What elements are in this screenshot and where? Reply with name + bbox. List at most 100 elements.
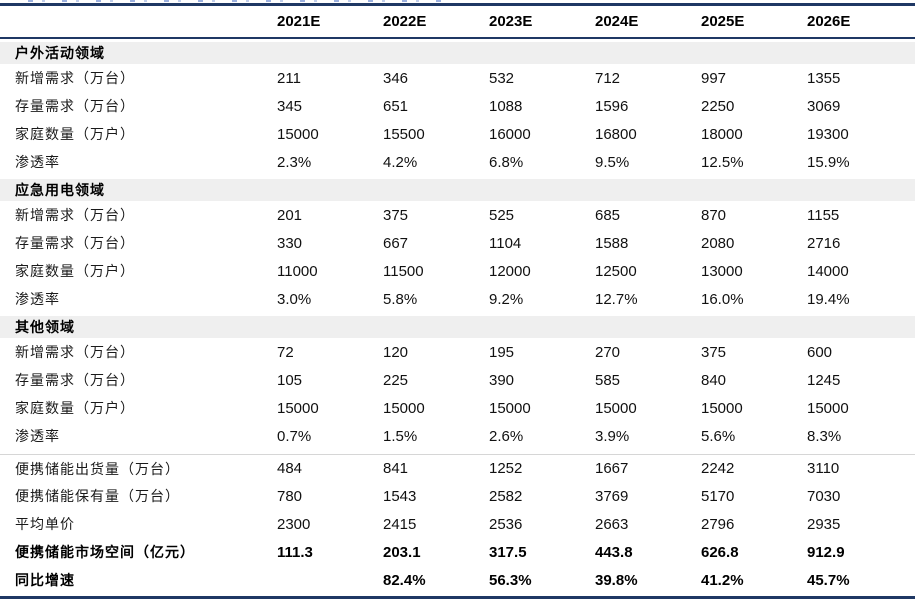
cell: 16800 (595, 125, 637, 143)
summary-metric-row: 便携储能保有量（万台） 780 1543 2582 3769 5170 7030 (0, 482, 915, 510)
cell: 56.3% (489, 571, 532, 589)
cell: 7030 (807, 487, 841, 505)
summary-metric-row: 平均单价 2300 2415 2536 2663 2796 2935 (0, 510, 915, 538)
cell: 11500 (383, 262, 424, 280)
metric-label: 存量需求（万台） (15, 98, 135, 114)
section-title: 其他领域 (15, 319, 75, 335)
cell: 317.5 (489, 543, 527, 561)
summary-label: 便携储能保有量（万台） (15, 488, 180, 504)
cell: 2242 (701, 460, 735, 477)
year-column-header: 2022E (383, 13, 427, 30)
metric-row: 存量需求（万台） 345 651 1088 1596 2250 3069 (0, 92, 915, 120)
summary-label: 便携储能出货量（万台） (15, 460, 180, 477)
section-title: 应急用电领域 (15, 182, 105, 198)
metric-label: 渗透率 (15, 291, 60, 307)
cell: 13000 (701, 262, 743, 280)
section-title: 户外活动领域 (15, 45, 105, 61)
metric-row: 新增需求（万台） 201 375 525 685 870 1155 (0, 201, 915, 229)
cell: 585 (595, 371, 621, 389)
summary-metric-row: 便携储能出货量（万台） 484 841 1252 1667 2242 3110 (0, 454, 915, 482)
cell: 5170 (701, 487, 735, 505)
cell: 270 (595, 343, 621, 361)
cell: 390 (489, 371, 515, 389)
cell: 3.0% (277, 290, 312, 308)
cell: 2.6% (489, 427, 524, 445)
cell: 15000 (807, 399, 849, 417)
cell: 2796 (701, 515, 735, 533)
year-column-header: 2025E (701, 13, 745, 30)
cell: 1543 (383, 487, 417, 505)
cell: 2.3% (277, 153, 312, 171)
cell: 780 (277, 487, 303, 505)
cell: 651 (383, 97, 409, 115)
cell: 443.8 (595, 543, 633, 561)
cell: 5.8% (383, 290, 418, 308)
cell: 9.5% (595, 153, 630, 171)
table-top-rule (0, 3, 915, 6)
cell: 870 (701, 206, 727, 224)
metric-row: 家庭数量（万户） 15000 15500 16000 16800 18000 19300 (0, 120, 915, 148)
cell: 330 (277, 234, 303, 252)
summary-label: 同比增速 (15, 572, 75, 588)
cell: 120 (383, 343, 409, 361)
year-column-header: 2023E (489, 13, 533, 30)
cell: 12000 (489, 262, 531, 280)
metric-label: 新增需求（万台） (15, 70, 135, 86)
cell: 45.7% (807, 571, 850, 589)
year-column-header: 2021E (277, 13, 321, 30)
cell: 912.9 (807, 543, 845, 561)
cell: 105 (277, 371, 303, 389)
table-header-row: 2021E 2022E 2023E 2024E 2025E 2026E (0, 6, 915, 39)
metric-label: 存量需求（万台） (15, 372, 135, 388)
summary-label: 便携储能市场空间（亿元） (15, 544, 195, 560)
cell: 11000 (277, 262, 318, 280)
metric-label: 家庭数量（万户） (15, 400, 135, 416)
cell: 600 (807, 343, 833, 361)
metric-row: 家庭数量（万户） 11000 11500 12000 12500 13000 14000 (0, 257, 915, 285)
cell: 15000 (489, 399, 531, 417)
cell: 12500 (595, 262, 637, 280)
cell: 1104 (489, 234, 522, 252)
cell: 626.8 (701, 543, 739, 561)
forecast-table: 2021E 2022E 2023E 2024E 2025E 2026E 户外活动领域 新增需求… (0, 6, 915, 594)
cell: 532 (489, 69, 515, 87)
cell: 685 (595, 206, 621, 224)
cell: 484 (277, 460, 303, 477)
metric-row: 新增需求（万台） 211 346 532 712 997 1355 (0, 64, 915, 92)
cell: 375 (383, 206, 409, 224)
metric-label: 存量需求（万台） (15, 235, 135, 251)
table-bottom-rule (0, 596, 915, 599)
cell: 195 (489, 343, 515, 361)
cell: 712 (595, 69, 621, 87)
cell: 19300 (807, 125, 849, 143)
cell: 1155 (807, 206, 840, 224)
cell: 2935 (807, 515, 841, 533)
cell: 16000 (489, 125, 531, 143)
cell: 346 (383, 69, 409, 87)
cell: 345 (277, 97, 303, 115)
cell: 72 (277, 343, 294, 361)
year-column-header: 2024E (595, 13, 639, 30)
section-header-row: 户外活动领域 (0, 42, 915, 64)
cell: 3110 (807, 460, 840, 477)
cell: 82.4% (383, 571, 426, 589)
metric-row: 新增需求（万台） 72 120 195 270 375 600 (0, 338, 915, 366)
metric-row: 存量需求（万台） 330 667 1104 1588 2080 2716 (0, 229, 915, 257)
cell: 8.3% (807, 427, 842, 445)
cell: 1252 (489, 460, 523, 477)
cell: 4.2% (383, 153, 418, 171)
metric-row: 渗透率 3.0% 5.8% 9.2% 12.7% 16.0% 19.4% (0, 285, 915, 313)
cell: 1245 (807, 371, 841, 389)
cell: 15.9% (807, 153, 850, 171)
cell: 201 (277, 206, 303, 224)
cell: 15500 (383, 125, 425, 143)
cell: 525 (489, 206, 515, 224)
cell: 840 (701, 371, 727, 389)
cell: 15000 (701, 399, 743, 417)
metric-label: 渗透率 (15, 154, 60, 170)
section-header-row: 应急用电领域 (0, 179, 915, 201)
cell: 14000 (807, 262, 849, 280)
summary-total-row: 同比增速 82.4% 56.3% 39.8% 41.2% 45.7% (0, 566, 915, 594)
cell: 375 (701, 343, 727, 361)
cell: 1.5% (383, 427, 418, 445)
